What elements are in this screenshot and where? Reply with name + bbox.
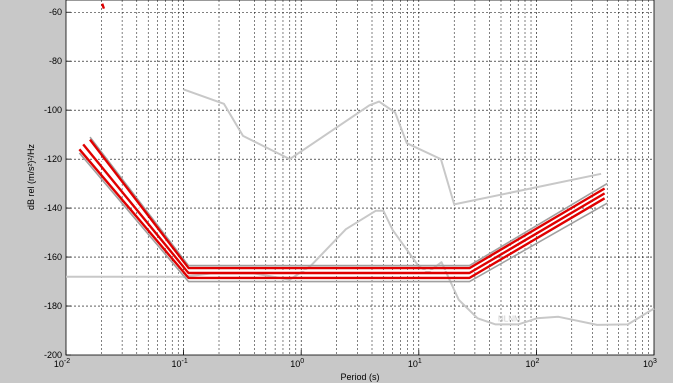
series-group [66,3,655,326]
y-tick-label: -60 [49,7,62,17]
x-tick-label: 10-1 [171,358,187,369]
annotations: NLNM [498,314,521,323]
x-axis-label: Period (s) [340,372,379,382]
x-tick-label: 102 [525,358,539,369]
y-axis-label: dB rel (m/s²)²/Hz [26,144,36,210]
series-line-nhnm [183,88,602,206]
y-tick-label: -80 [49,56,62,66]
x-tick-label: 100 [290,358,304,369]
series-line-fragment [101,3,106,9]
annotation-label: NLNM [498,314,521,323]
grid [66,0,654,355]
series-line-band [78,148,606,280]
series-line-outer [89,136,608,267]
y-tick-label: -120 [44,154,62,164]
x-tick-label: 101 [408,358,422,369]
series-line-band [82,143,606,275]
series-line-center [86,141,605,271]
y-tick-label: -160 [44,252,62,262]
y-tick-label: -100 [44,105,62,115]
y-tick-label: -200 [44,350,62,360]
series-line-outer [78,152,608,283]
y-tick-label: -180 [44,301,62,311]
plot-area [65,0,655,356]
y-tick-label: -140 [44,203,62,213]
x-tick-label: 103 [643,358,657,369]
x-tick-label: 10-2 [54,358,70,369]
series-line-band [89,138,606,270]
